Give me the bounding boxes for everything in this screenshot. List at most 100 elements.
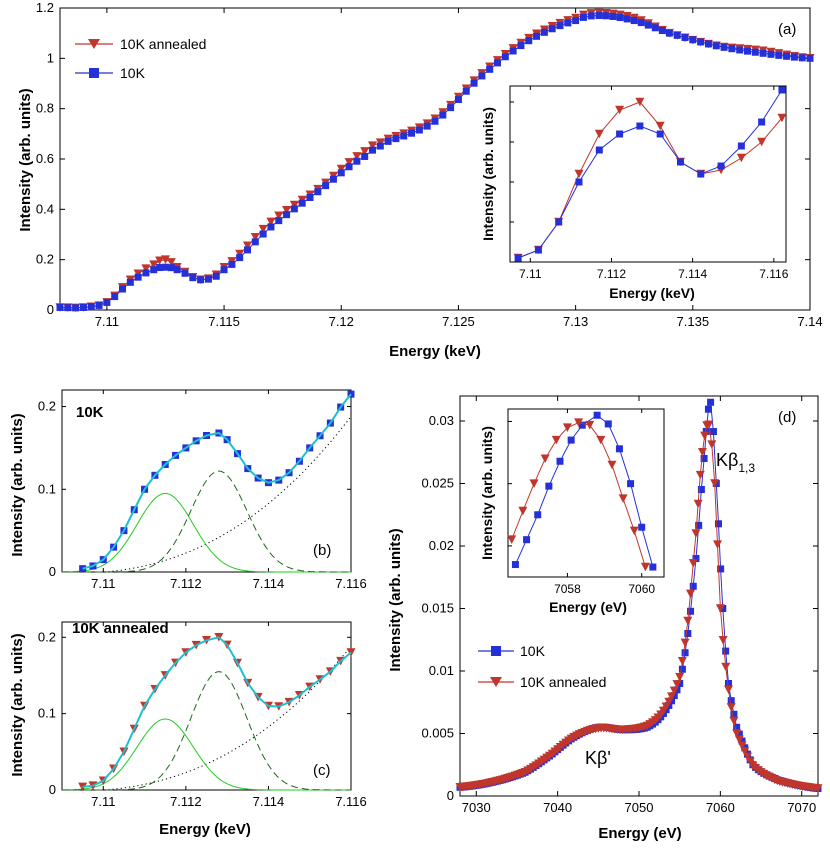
ai-point bbox=[656, 130, 664, 138]
ai-point bbox=[594, 129, 604, 139]
ai-point bbox=[575, 178, 583, 186]
ai-point bbox=[635, 97, 645, 107]
panel-d-ylabel: Intensity (arb. units) bbox=[387, 528, 404, 671]
a-10k-point bbox=[681, 34, 689, 42]
b-peak1-curve bbox=[62, 492, 351, 573]
a-10k-point bbox=[470, 79, 478, 87]
a-10k-point bbox=[673, 31, 681, 39]
ai-point bbox=[757, 137, 767, 147]
ai-xtick-label: 7.11 bbox=[519, 267, 542, 281]
a-10k-point bbox=[486, 65, 494, 73]
d-annealed-point bbox=[675, 672, 685, 682]
a-xtick-label: 7.125 bbox=[442, 314, 475, 329]
a-10k-point bbox=[658, 27, 666, 35]
a-10k-point bbox=[156, 264, 164, 272]
a-10k-point bbox=[283, 211, 291, 219]
c-background-curve bbox=[62, 646, 352, 791]
kbprime-annotation: Kβ' bbox=[585, 748, 611, 768]
d-annealed-point bbox=[672, 680, 682, 689]
d-ytick-label: 0.025 bbox=[421, 476, 454, 491]
panel-d-inset: 7058 7060 Intensity (arb. units) Energy (… bbox=[479, 408, 665, 615]
d-10k-point bbox=[722, 647, 730, 655]
d-10k-point bbox=[681, 649, 689, 657]
panel-c-frame bbox=[61, 621, 352, 791]
a-10k-point bbox=[806, 54, 814, 62]
kb13-main: Kβ bbox=[716, 450, 738, 470]
a-10k-point bbox=[111, 293, 119, 301]
d-ytick-label: 0.03 bbox=[429, 413, 454, 428]
a-annealed-point bbox=[368, 141, 377, 150]
a-10k-point bbox=[167, 264, 175, 272]
a-10k-point bbox=[637, 19, 645, 27]
a-10k-point bbox=[517, 42, 525, 50]
di-point bbox=[545, 482, 553, 490]
d-annealed-point bbox=[713, 540, 723, 549]
a-10k-point bbox=[602, 12, 610, 20]
d-annealed-point bbox=[742, 752, 752, 762]
a-10k-point bbox=[322, 182, 330, 190]
d-10k-point bbox=[719, 605, 727, 612]
c-ytick-label: 0.1 bbox=[38, 706, 56, 721]
a-10k-point bbox=[142, 269, 150, 277]
b-xtick-label: 7.114 bbox=[253, 576, 285, 591]
a-annealed-point bbox=[235, 249, 245, 259]
ai-point bbox=[555, 218, 563, 226]
a-10k-point bbox=[126, 278, 134, 286]
a-10k-point bbox=[783, 52, 791, 60]
panel-c: 7.11 7.112 7.114 7.116 0 0.1 0.2 Intensity (ar… bbox=[9, 620, 367, 838]
a-10k-point bbox=[197, 276, 205, 284]
a-10k-point bbox=[415, 126, 423, 134]
a-10k-point bbox=[369, 146, 376, 154]
a-10k-point bbox=[501, 53, 509, 61]
d-annealed-point bbox=[683, 616, 693, 626]
di-xtick-label: 7060 bbox=[628, 582, 655, 596]
a-10k-point bbox=[314, 188, 322, 196]
ai-line bbox=[517, 101, 783, 259]
a-10k-point bbox=[345, 163, 353, 171]
b-fit-curve bbox=[82, 393, 352, 570]
ai-point bbox=[616, 130, 624, 138]
a-ytick-label: 0 bbox=[47, 302, 54, 317]
a-10k-point bbox=[775, 51, 783, 59]
c-xtick-label: 7.11 bbox=[91, 794, 115, 809]
d-10k-point bbox=[735, 730, 743, 738]
a-10k-point bbox=[494, 59, 501, 67]
panel-b-label: (b) bbox=[313, 542, 331, 559]
a-annealed-point bbox=[258, 224, 268, 234]
a-10k-point bbox=[790, 53, 798, 61]
a-10k-point bbox=[119, 285, 126, 293]
a-annealed-point bbox=[166, 258, 176, 267]
a-annealed-point bbox=[243, 241, 252, 251]
ai-point bbox=[758, 118, 766, 126]
a-10k-point bbox=[462, 87, 470, 95]
ai-point bbox=[534, 246, 542, 254]
a-10k-point bbox=[744, 47, 751, 55]
ai-point bbox=[636, 122, 644, 130]
a-10k-point bbox=[798, 54, 806, 62]
di-point bbox=[551, 435, 561, 445]
d-annealed-point bbox=[686, 589, 696, 599]
kb13-sub: 1,3 bbox=[738, 461, 755, 475]
d-10k-point bbox=[697, 486, 705, 494]
d-annealed-point bbox=[715, 604, 725, 613]
a-10k-point bbox=[376, 142, 384, 150]
a-10k-point bbox=[72, 304, 80, 312]
c-xtick-label: 7.112 bbox=[170, 794, 202, 809]
d-10k-point bbox=[704, 405, 712, 413]
a-10k-point bbox=[572, 17, 580, 25]
c-xtick-label: 7.116 bbox=[335, 794, 367, 809]
d-ytick-label: 0 bbox=[447, 788, 454, 803]
kb13-annotation: Kβ1,3 bbox=[716, 450, 755, 475]
a-10k-point bbox=[251, 238, 259, 246]
d-10k-point bbox=[714, 520, 722, 528]
a-10k-point bbox=[228, 260, 236, 268]
ai-point bbox=[655, 121, 665, 131]
d-10k-point bbox=[717, 565, 725, 573]
d-annealed-point bbox=[669, 686, 679, 696]
d-10k-point bbox=[689, 582, 697, 590]
d-annealed-point bbox=[813, 784, 823, 793]
a-10k-point bbox=[630, 17, 638, 25]
di-point bbox=[529, 479, 539, 488]
d-annealed-point bbox=[680, 638, 690, 648]
a-10k-point bbox=[423, 122, 431, 130]
